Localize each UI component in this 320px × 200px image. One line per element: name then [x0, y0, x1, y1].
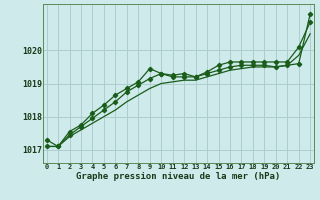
X-axis label: Graphe pression niveau de la mer (hPa): Graphe pression niveau de la mer (hPa) [76, 172, 281, 181]
